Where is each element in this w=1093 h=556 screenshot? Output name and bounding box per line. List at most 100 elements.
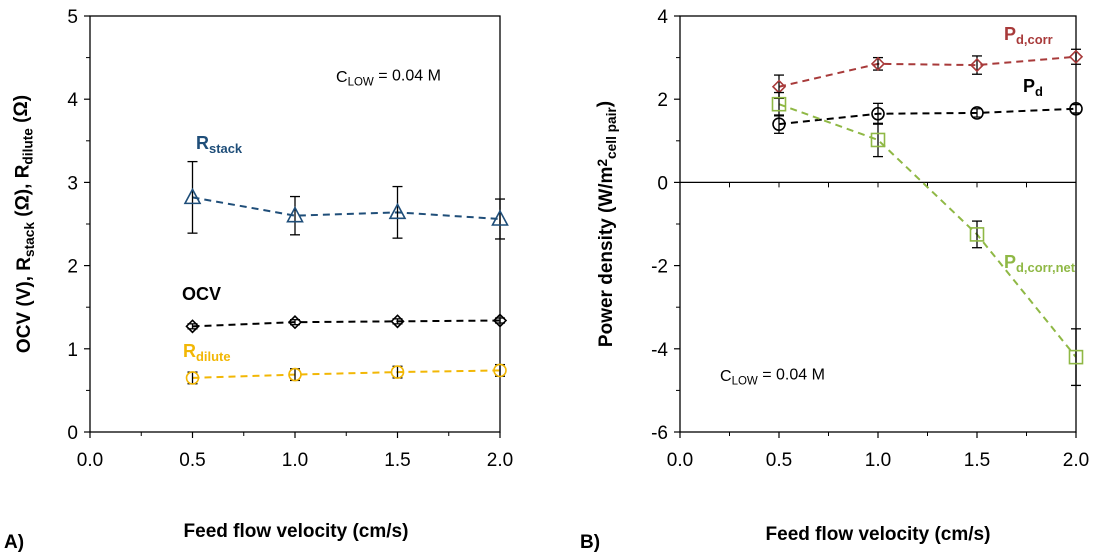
series-label-part: d,corr xyxy=(1016,32,1053,47)
error-bar xyxy=(290,195,300,236)
series-label-part: P xyxy=(1023,76,1035,96)
error-bar xyxy=(972,220,982,249)
data-point xyxy=(1068,49,1084,64)
y-axis-label-part: dilute xyxy=(21,128,36,165)
y-axis-label-part: ) xyxy=(594,101,615,107)
series-label: Rstack xyxy=(196,133,243,156)
concentration-note-part: = 0.04 M xyxy=(374,68,441,85)
series-label-part: d xyxy=(1035,84,1043,99)
y-axis-label: Power density (W/m2cell pair) xyxy=(594,101,619,347)
series-line xyxy=(778,103,1077,358)
y-axis-label-part: Power density (W/m xyxy=(596,167,617,348)
error-bar xyxy=(392,185,403,239)
y-tick-label: -2 xyxy=(651,257,668,278)
concentration-note-part: C xyxy=(720,368,732,385)
concentration-note: CLOW = 0.04 M xyxy=(720,367,825,388)
y-tick-label: 3 xyxy=(67,173,78,194)
y-axis-label-part: (Ω), R xyxy=(12,164,33,222)
series-label-part: P xyxy=(1004,252,1016,272)
series-r-stack: Rstack xyxy=(183,133,509,240)
series-label-part: P xyxy=(1004,24,1016,44)
data-point xyxy=(1069,101,1083,116)
series-r-dilute: Rdilute xyxy=(183,341,507,385)
series-label-part: dilute xyxy=(196,349,231,364)
y-axis-label-part: stack xyxy=(22,222,37,257)
x-tick-label: 0.5 xyxy=(766,450,792,471)
panel-label: A) xyxy=(4,532,24,553)
y-tick-label: 4 xyxy=(657,7,668,28)
data-point xyxy=(772,117,786,131)
x-tick-label: 1.0 xyxy=(282,450,308,471)
series-line xyxy=(192,196,501,221)
y-tick-label: 0 xyxy=(657,173,668,194)
y-axis-label-part: OCV (V), R xyxy=(14,257,35,353)
series-label: Pd xyxy=(1023,76,1043,99)
x-tick-label: 1.5 xyxy=(384,450,410,471)
data-point xyxy=(185,371,200,385)
concentration-note-part: C xyxy=(336,69,348,86)
series-p-d: Pd xyxy=(772,76,1083,134)
data-point xyxy=(286,205,304,223)
x-axis-label: Feed flow velocity (cm/s) xyxy=(184,521,409,542)
data-point xyxy=(491,209,509,226)
series-line xyxy=(192,369,501,379)
series-ocv: OCV xyxy=(182,284,508,334)
y-tick-label: 2 xyxy=(67,257,78,278)
x-tick-label: 0.0 xyxy=(77,450,103,471)
plot-frame xyxy=(679,15,1077,433)
data-point xyxy=(492,313,508,328)
error-bar xyxy=(1071,328,1081,387)
y-tick-label: -6 xyxy=(651,423,668,444)
series-label: Pd,corr,net xyxy=(1004,252,1076,275)
panel-label: B) xyxy=(580,532,600,553)
y-axis-label-part: 2 xyxy=(595,159,610,167)
y-tick-label: 0 xyxy=(67,423,78,444)
data-point xyxy=(969,57,985,73)
x-tick-label: 0.5 xyxy=(179,450,205,471)
concentration-note-part: = 0.04 M xyxy=(758,367,825,384)
series-label-part: stack xyxy=(209,141,243,156)
series-line xyxy=(778,107,1077,126)
error-bar xyxy=(873,122,883,158)
series-line xyxy=(778,55,1077,88)
data-point xyxy=(183,187,202,205)
error-bar xyxy=(774,91,784,117)
y-tick-label: -4 xyxy=(651,340,668,361)
data-point xyxy=(390,365,405,379)
x-tick-label: 1.5 xyxy=(964,450,990,471)
series-label-part: R xyxy=(196,133,209,153)
x-axis-label: Feed flow velocity (cm/s) xyxy=(766,524,991,545)
series-label: Pd,corr xyxy=(1004,24,1053,47)
data-point xyxy=(969,227,985,242)
error-bar xyxy=(187,160,198,234)
data-point xyxy=(870,56,886,71)
x-tick-label: 0.0 xyxy=(667,450,693,471)
data-point xyxy=(287,315,303,330)
data-point xyxy=(871,106,885,121)
series-line xyxy=(192,319,501,328)
series-label: Rdilute xyxy=(183,341,231,364)
data-point xyxy=(390,314,405,329)
chart-panel-b: -6 -4 -2 0 2 4 0.0 0.5 1.0 1.5 2.0 Power density (W… xyxy=(580,7,1089,553)
data-point xyxy=(970,106,984,120)
series-label: OCV xyxy=(182,284,221,304)
concentration-note: CLOW = 0.04 M xyxy=(336,68,441,89)
y-axis-label-part: cell pair xyxy=(604,107,619,159)
y-axis-label: OCV (V), Rstack (Ω), Rdilute (Ω) xyxy=(11,95,37,353)
series-label-part: d,corr,net xyxy=(1016,260,1076,275)
y-tick-label: 2 xyxy=(657,90,668,111)
y-tick-label: 4 xyxy=(67,90,78,111)
x-tick-label: 2.0 xyxy=(487,450,513,471)
x-tick-label: 1.0 xyxy=(865,450,891,471)
data-point xyxy=(288,367,302,382)
data-point xyxy=(1068,349,1084,365)
series-label-part: R xyxy=(183,341,196,361)
data-point xyxy=(388,202,407,220)
y-tick-label: 1 xyxy=(67,340,78,361)
data-point xyxy=(771,96,787,112)
error-bar xyxy=(495,198,505,240)
data-point xyxy=(870,132,886,148)
data-point xyxy=(185,319,200,334)
series-label-part: OCV xyxy=(182,284,221,304)
